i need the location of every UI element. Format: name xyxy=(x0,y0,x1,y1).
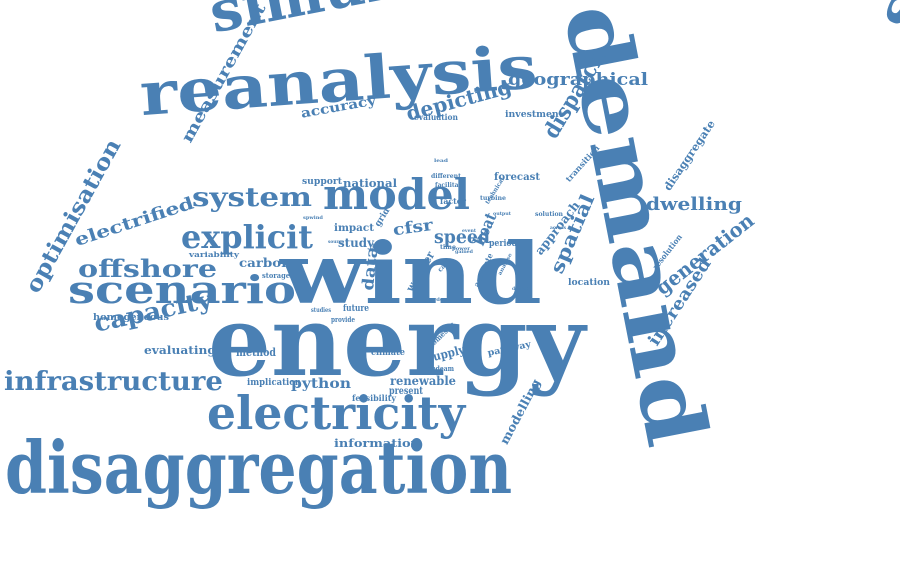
word-speed: speed xyxy=(434,226,490,248)
word-studies: studies xyxy=(311,307,332,314)
word-python: python xyxy=(291,376,351,392)
word-energy: energy xyxy=(208,285,586,398)
word-solution: solution xyxy=(535,211,564,218)
word-storage: storage xyxy=(262,271,291,280)
word-dwelling: dwelling xyxy=(646,194,743,215)
word-source: source xyxy=(328,239,345,245)
word-system: system xyxy=(192,183,313,213)
word-period: period xyxy=(489,239,518,249)
word-output: output xyxy=(493,211,512,217)
word-term: term xyxy=(372,243,388,250)
word-lead: lead xyxy=(434,158,449,164)
word-electricity: electricity xyxy=(207,386,466,440)
word-investment: investment xyxy=(505,110,564,120)
word-forecast: forecast xyxy=(494,172,541,183)
word-time: time xyxy=(440,244,456,251)
word-disaggregation: disaggregation xyxy=(5,425,513,510)
word-factor: factor xyxy=(440,196,467,206)
word-location: location xyxy=(568,278,611,288)
word-facilitate: facilitate xyxy=(435,182,466,189)
word-depict: depict xyxy=(512,286,529,292)
word-spatiotemporal: spatiotemporal xyxy=(859,0,900,39)
word-evaluation: evaluation xyxy=(414,112,459,122)
word-offshore: offshore xyxy=(78,254,218,283)
word-present: present xyxy=(389,386,424,397)
word-impact: impact xyxy=(334,223,374,234)
word-study: study xyxy=(338,236,374,250)
word-power: power xyxy=(452,246,471,252)
word-variability: variability xyxy=(189,250,239,259)
word-evaluating: evaluating xyxy=(144,344,216,357)
word-explicit: explicit xyxy=(181,218,314,256)
word-across: across xyxy=(550,225,566,231)
word-support: support xyxy=(302,177,343,187)
word-different: different xyxy=(431,173,461,180)
word-gained: gained xyxy=(455,249,474,255)
word-event: event xyxy=(462,228,477,234)
word-data: data xyxy=(358,245,382,292)
word-carbon: carbon xyxy=(239,256,292,270)
word-spwind: spwind xyxy=(303,215,323,221)
word-homogeneous: homogeneous xyxy=(93,313,170,323)
word-wind: wind xyxy=(280,224,542,323)
word-implication: implication xyxy=(247,378,302,388)
word-order: order xyxy=(430,297,446,303)
word-national: national xyxy=(343,177,397,190)
word-spdeam: spdeam xyxy=(428,364,455,373)
word-climate: climate xyxy=(371,348,405,358)
word-information: information xyxy=(334,437,421,450)
word-renewable: renewable xyxy=(390,374,456,388)
word-infrastructure: infrastructure xyxy=(4,367,223,397)
word-future: future xyxy=(343,304,370,314)
word-geographical: geographical xyxy=(508,70,648,90)
word-provide: provide xyxy=(331,315,355,324)
word-turbine: turbine xyxy=(480,195,507,202)
word-scenario: scenario xyxy=(68,267,296,312)
word-model: model xyxy=(323,170,470,219)
word-method: method xyxy=(236,346,277,359)
word-feasibility: feasibility xyxy=(352,393,397,403)
